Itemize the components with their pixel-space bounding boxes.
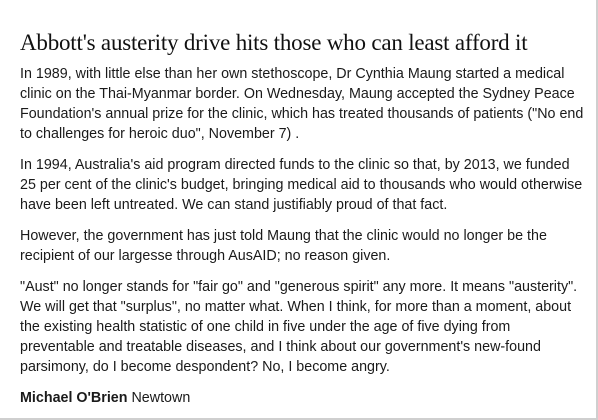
paragraph-2: In 1994, Australia's aid program directe… bbox=[20, 157, 583, 213]
letter-content: Abbott's austerity drive hits those who … bbox=[20, 28, 585, 408]
author-location: Newtown bbox=[131, 390, 191, 406]
paragraph-4: "Aust" no longer stands for "fair go" an… bbox=[20, 279, 578, 375]
headline: Abbott's austerity drive hits those who … bbox=[20, 30, 528, 55]
signature: Michael O'Brien Newtown bbox=[20, 388, 585, 408]
paragraph-3: However, the government has just told Ma… bbox=[20, 228, 547, 264]
paragraph-1: In 1989, with little else than her own s… bbox=[20, 66, 584, 142]
author-name: Michael O'Brien bbox=[20, 390, 128, 406]
